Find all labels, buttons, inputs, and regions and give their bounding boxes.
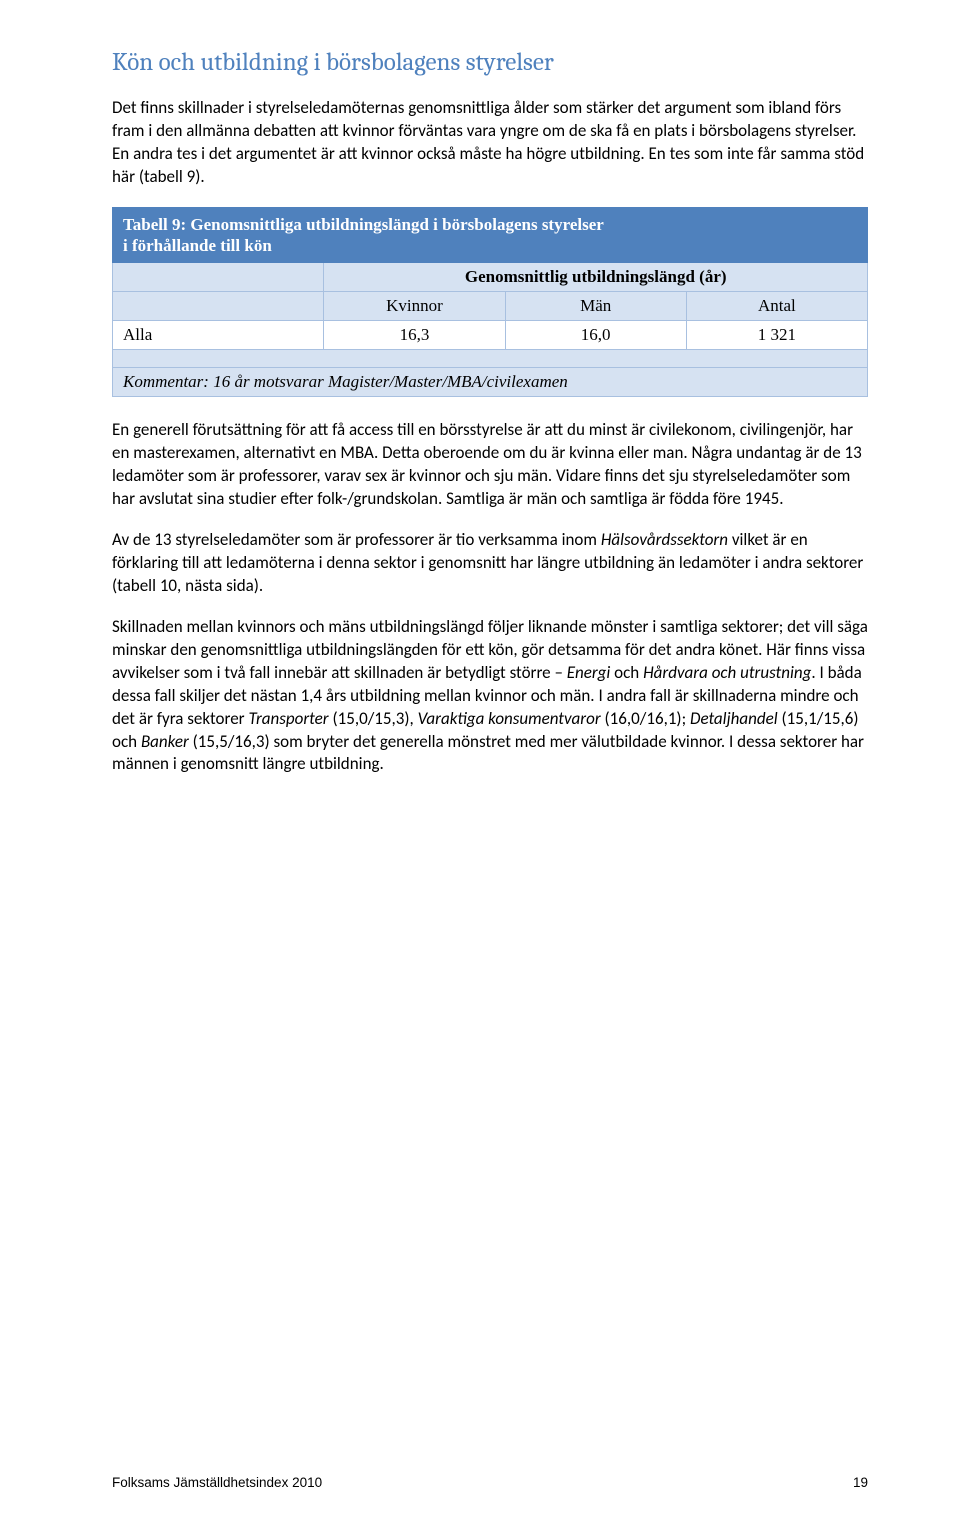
table-row-label: Alla [113, 321, 324, 350]
paragraph-2: En generell förutsättning för att få acc… [112, 419, 868, 511]
table-val-men: 16,0 [505, 321, 686, 350]
table-col-blank [113, 292, 324, 321]
page: Kön och utbildning i börsbolagens styrel… [0, 0, 960, 1518]
p3-term: Hälsovårdssektorn [601, 529, 728, 550]
p4-mid1: och [610, 662, 643, 683]
p4-t2: Hårdvara och utrustning [643, 662, 811, 683]
p4-t5: Detaljhandel [690, 708, 778, 729]
paragraph-3: Av de 13 styrelseledamöter som är profes… [112, 529, 868, 598]
table-data-row: Alla 16,3 16,0 1 321 [113, 321, 868, 350]
paragraph-1: Det finns skillnader i styrelseledamöter… [112, 97, 868, 189]
table-col-women: Kvinnor [324, 292, 505, 321]
p4-t1: Energi [567, 662, 611, 683]
table-cell-blank [113, 263, 324, 292]
table-comment-row: Kommentar: 16 år motsvarar Magister/Mast… [113, 368, 868, 397]
table-comment: Kommentar: 16 år motsvarar Magister/Mast… [113, 368, 868, 397]
table-col-men: Män [505, 292, 686, 321]
table-val-count: 1 321 [686, 321, 867, 350]
table-title-line1: Tabell 9: Genomsnittliga utbildningsläng… [123, 215, 604, 234]
p4-v4: (16,0/16,1); [601, 708, 690, 729]
footer-page-number: 19 [853, 1475, 868, 1490]
table-title-line2: i förhållande till kön [123, 236, 272, 255]
table-super-header-row: Genomsnittlig utbildningslängd (år) [113, 263, 868, 292]
table-spacer-row [113, 350, 868, 368]
table-val-women: 16,3 [324, 321, 505, 350]
p4-v6: (15,5/16,3) som bryter det generella mön… [112, 731, 864, 775]
p4-v3: (15,0/15,3), [329, 708, 418, 729]
table-column-row: Kvinnor Män Antal [113, 292, 868, 321]
paragraph-4: Skillnaden mellan kvinnors och mäns utbi… [112, 616, 868, 777]
p4-t3: Transporter [248, 708, 328, 729]
table-9: Tabell 9: Genomsnittliga utbildningsläng… [112, 207, 868, 398]
p4-t4: Varaktiga konsumentvaror [418, 708, 601, 729]
table-title-row: Tabell 9: Genomsnittliga utbildningsläng… [113, 207, 868, 263]
section-title: Kön och utbildning i börsbolagens styrel… [112, 48, 868, 77]
p3-a: Av de 13 styrelseledamöter som är profes… [112, 529, 601, 550]
table-super-header: Genomsnittlig utbildningslängd (år) [324, 263, 868, 292]
page-footer: Folksams Jämställdhetsindex 2010 19 [112, 1475, 868, 1490]
footer-left: Folksams Jämställdhetsindex 2010 [112, 1475, 322, 1490]
p4-t6: Banker [141, 731, 189, 752]
table-col-count: Antal [686, 292, 867, 321]
